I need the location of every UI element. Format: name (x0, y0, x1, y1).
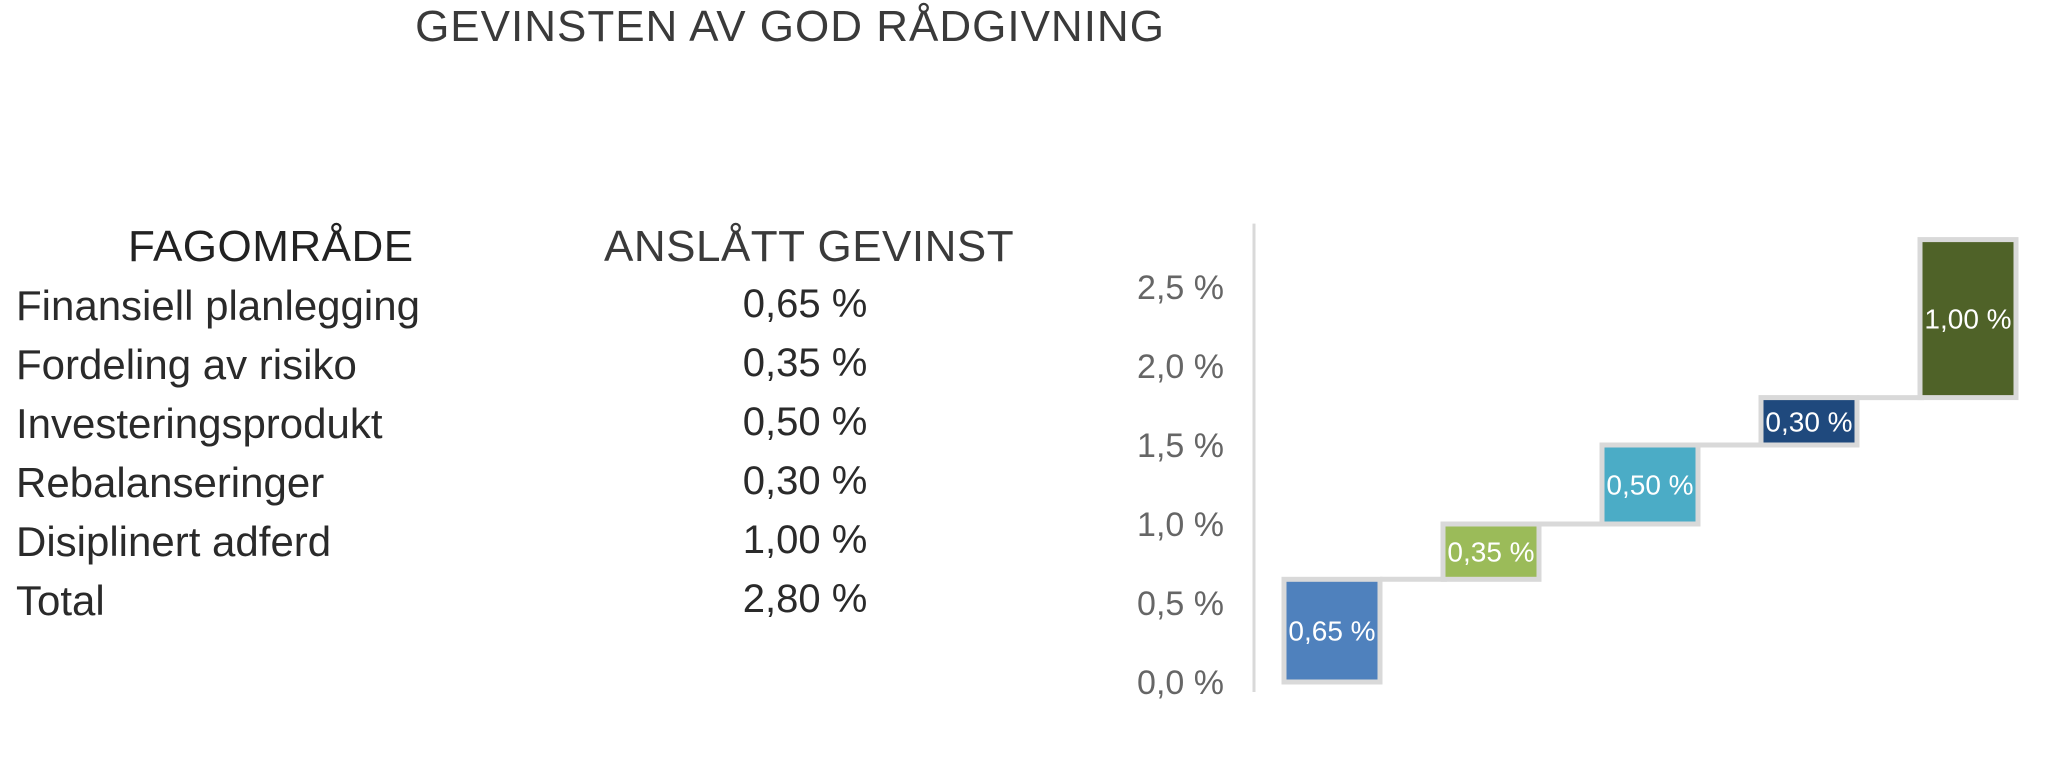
waterfall-bar (1917, 237, 2019, 401)
table-row: Total 2,80 % (0, 577, 1060, 637)
row-value: 0,35 % (742, 341, 868, 385)
y-tick-label: 1,0 % (1137, 506, 1224, 544)
row-label: Disiplinert adferd (16, 518, 332, 565)
row-value: 0,50 % (742, 400, 868, 444)
waterfall-bar (1758, 395, 1860, 448)
row-value: 0,65 % (742, 282, 868, 326)
table-row: Finansiell planlegging 0,65 % (0, 282, 1060, 342)
bar-data-label: 0,35 % (1447, 537, 1534, 568)
table-row: Investeringsprodukt 0,50 % (0, 400, 1060, 460)
gain-table: FAGOMRÅDE ANSLÅTT GEVINST Finansiell pla… (0, 222, 1060, 637)
header-area: FAGOMRÅDE (128, 222, 414, 271)
bar-data-label: 0,65 % (1288, 616, 1375, 647)
y-tick-label: 0,5 % (1137, 585, 1224, 623)
bar-data-label: 1,00 % (1924, 304, 2011, 335)
row-label: Rebalanseringer (16, 459, 325, 506)
row-value: 0,30 % (742, 459, 868, 503)
waterfall-bar (1599, 442, 1701, 527)
chart-svg: 0,0 % 0,5 % 1,0 % 1,5 % 2,0 % 2,5 % 0,65 % 0,35… (1137, 223, 2019, 702)
row-value: 1,00 % (742, 518, 868, 562)
waterfall-bar (1281, 576, 1383, 685)
bar-data-label: 0,50 % (1606, 470, 1693, 501)
page-title: GEVINSTEN AV GOD RÅDGIVNING (415, 2, 1165, 51)
header-gain: ANSLÅTT GEVINST (604, 222, 1015, 271)
row-label: Investeringsprodukt (16, 400, 383, 447)
table-row: Disiplinert adferd 1,00 % (0, 518, 1060, 578)
waterfall-chart: 0,0 % 0,5 % 1,0 % 1,5 % 2,0 % 2,5 % 0,65 % 0,35… (1080, 200, 2040, 720)
y-tick-label: 0,0 % (1137, 664, 1224, 702)
y-tick-label: 2,5 % (1137, 269, 1224, 307)
row-label: Fordeling av risiko (16, 341, 357, 388)
y-tick-label: 1,5 % (1137, 427, 1224, 465)
bar-data-label: 0,30 % (1765, 406, 1852, 437)
row-value: 2,80 % (742, 577, 868, 621)
table-row: Rebalanseringer 0,30 % (0, 459, 1060, 519)
row-label: Total (16, 577, 105, 624)
y-tick-label: 2,0 % (1137, 348, 1224, 386)
row-label: Finansiell planlegging (16, 282, 420, 329)
waterfall-bar (1440, 521, 1542, 582)
table-row: Fordeling av risiko 0,35 % (0, 341, 1060, 401)
